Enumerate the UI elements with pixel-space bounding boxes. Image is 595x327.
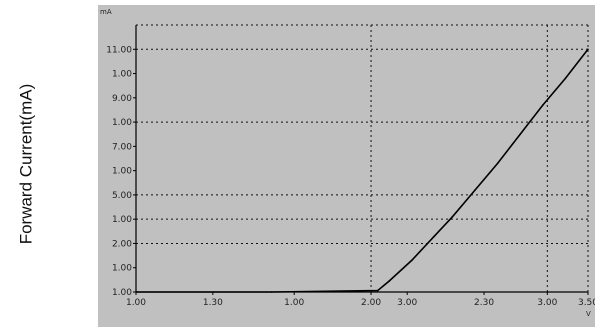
y-tick-label-9: 1.00 <box>112 70 132 80</box>
series-0-point-1 <box>270 291 273 293</box>
x-tick-label-6: 3.00 <box>537 298 557 308</box>
x-tick-label-7: 3.50 <box>578 298 595 308</box>
chart-background <box>98 5 595 327</box>
x-tick-label-2: 1.00 <box>284 298 304 308</box>
series <box>135 48 589 293</box>
chart-panel: 1.00 1.00 2.00 1.00 5.00 1.00 7.00 1.00 9.00 1.00… <box>98 5 595 327</box>
x-tick-label-5: 2.30 <box>474 298 494 308</box>
series-0-point-0 <box>135 291 137 293</box>
series-0-point-4 <box>410 259 413 262</box>
series-0-point-5 <box>433 235 436 237</box>
y-tick-label-6: 7.00 <box>112 142 132 152</box>
y-tick-label-1: 1.00 <box>112 264 132 274</box>
series-0-point-12 <box>587 48 589 51</box>
y-tick-label-8: 9.00 <box>112 94 132 104</box>
x-tick-label-4: 3.00 <box>397 298 417 308</box>
y-tick-label-0: 1.00 <box>112 288 132 298</box>
series-0-point-2 <box>377 289 379 292</box>
y-tick-label-5: 1.00 <box>112 167 132 177</box>
x-tick-label-3: 2.00 <box>361 298 381 308</box>
series-0-point-10 <box>542 104 544 106</box>
grid-lines <box>136 24 589 292</box>
y-tick-labels: 1.00 1.00 2.00 1.00 5.00 1.00 7.00 1.00 9.00 1.00… <box>106 45 136 298</box>
series-0-point-6 <box>451 215 454 218</box>
series-0-point-9 <box>519 133 521 136</box>
x-tick-label-1: 1.30 <box>203 298 223 308</box>
x-tick-labels: 1.00 1.30 1.00 2.00 3.00 2.30 3.00 3.50 <box>126 292 595 308</box>
y-tick-label-3: 1.00 <box>112 215 132 225</box>
forward-current-chart: 1.001.002.001.005.001.007.001.009.001.00… <box>98 5 595 327</box>
y-tick-label-4: 5.00 <box>112 191 132 201</box>
series-0-point-8 <box>496 162 499 165</box>
x-unit-label: V <box>586 310 591 318</box>
y-axis-title-text: Forward Current(mA) <box>16 83 35 244</box>
x-tick-label-0: 1.00 <box>126 298 146 308</box>
y-tick-label-2: 2.00 <box>112 239 132 249</box>
y-axis-title: Forward Current(mA) <box>6 0 46 327</box>
series-0-point-11 <box>564 77 567 80</box>
series-0-point-7 <box>474 189 476 191</box>
y-tick-label-7: 1.00 <box>112 118 132 128</box>
y-tick-label-10: 11.00 <box>106 45 132 55</box>
y-unit-label: mA <box>100 8 112 16</box>
series-0-point-3 <box>388 280 390 282</box>
